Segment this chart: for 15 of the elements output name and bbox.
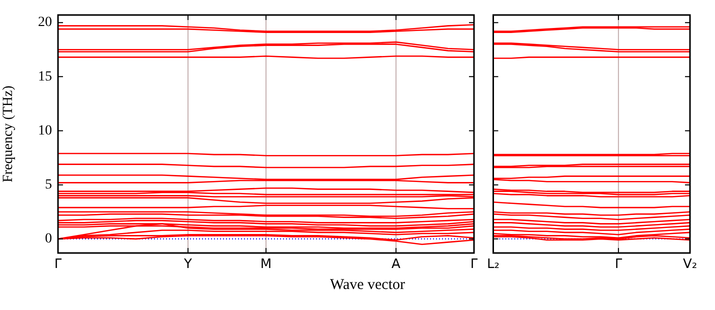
y-tick-label: 20: [38, 15, 52, 30]
y-tick-label: 0: [45, 232, 52, 247]
x-tick-label: Γ: [54, 257, 62, 272]
x-tick-label: Y: [183, 257, 192, 272]
x-tick-label: L₂: [486, 257, 500, 272]
y-axis-title: Frequency (THz): [1, 85, 16, 182]
y-tick-label: 5: [45, 178, 52, 193]
x-axis-title: Wave vector: [329, 277, 406, 294]
y-tick-label: 15: [38, 69, 52, 84]
x-tick-label: A: [392, 257, 401, 272]
x-tick-label: V₂: [682, 257, 698, 272]
x-tick-label: M: [260, 257, 272, 272]
x-tick-label: Γ: [470, 257, 478, 272]
y-tick-label: 10: [38, 123, 52, 138]
x-tick-label: Γ: [614, 257, 623, 272]
